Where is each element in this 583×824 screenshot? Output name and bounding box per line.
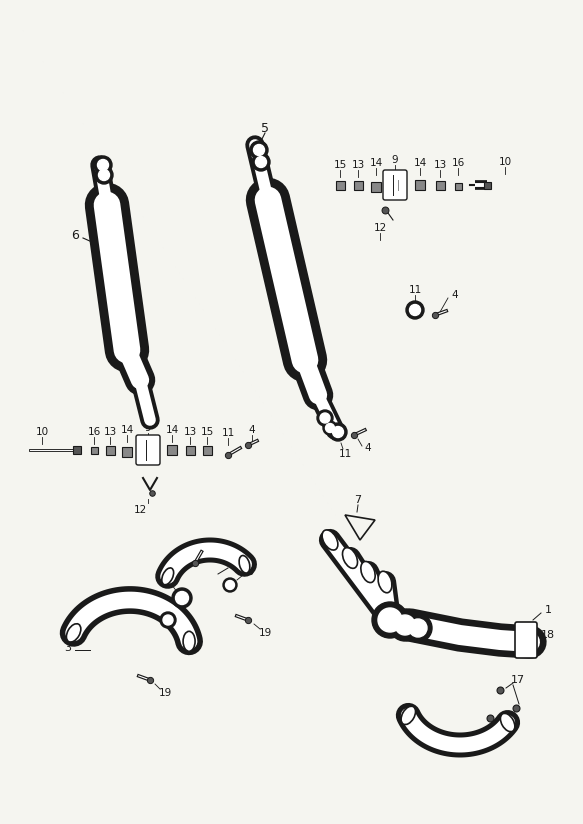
Text: 9: 9 bbox=[145, 423, 152, 433]
Circle shape bbox=[163, 615, 173, 625]
Bar bbox=[106, 446, 114, 455]
Ellipse shape bbox=[239, 555, 250, 573]
Bar bbox=[455, 182, 462, 190]
Text: 17: 17 bbox=[511, 675, 525, 685]
Circle shape bbox=[172, 588, 192, 608]
Circle shape bbox=[95, 166, 113, 184]
Ellipse shape bbox=[66, 624, 81, 642]
Bar bbox=[202, 446, 212, 455]
Circle shape bbox=[255, 157, 266, 167]
Text: 15: 15 bbox=[201, 427, 213, 437]
Text: 15: 15 bbox=[333, 160, 347, 170]
Text: 8: 8 bbox=[164, 577, 171, 587]
Text: 10: 10 bbox=[498, 157, 511, 167]
FancyBboxPatch shape bbox=[383, 170, 407, 200]
Bar bbox=[353, 180, 363, 190]
Ellipse shape bbox=[322, 530, 338, 550]
Ellipse shape bbox=[183, 631, 195, 651]
Circle shape bbox=[372, 602, 408, 638]
Circle shape bbox=[404, 614, 432, 642]
Text: 5: 5 bbox=[261, 121, 269, 134]
Text: 19: 19 bbox=[159, 688, 171, 698]
Text: 14: 14 bbox=[413, 158, 427, 168]
Text: 4: 4 bbox=[249, 425, 255, 435]
Text: 13: 13 bbox=[433, 160, 447, 170]
Ellipse shape bbox=[342, 548, 357, 569]
Circle shape bbox=[323, 421, 337, 435]
FancyBboxPatch shape bbox=[136, 435, 160, 465]
Circle shape bbox=[226, 580, 234, 589]
Text: 4: 4 bbox=[365, 443, 371, 453]
Ellipse shape bbox=[378, 571, 392, 592]
Text: 16: 16 bbox=[451, 158, 465, 168]
Ellipse shape bbox=[401, 706, 416, 724]
Circle shape bbox=[406, 301, 424, 319]
Text: 14: 14 bbox=[166, 425, 178, 435]
Text: 16: 16 bbox=[87, 427, 101, 437]
Circle shape bbox=[223, 578, 237, 592]
Ellipse shape bbox=[361, 561, 375, 583]
Text: 14: 14 bbox=[120, 425, 134, 435]
Text: 20: 20 bbox=[145, 603, 159, 613]
Text: 20: 20 bbox=[241, 567, 255, 577]
FancyBboxPatch shape bbox=[515, 622, 537, 658]
Circle shape bbox=[378, 608, 402, 632]
Text: 2: 2 bbox=[226, 558, 234, 568]
Text: 9: 9 bbox=[392, 155, 398, 165]
Text: 10: 10 bbox=[36, 427, 48, 437]
Circle shape bbox=[317, 410, 333, 426]
Text: 11: 11 bbox=[222, 428, 234, 438]
Bar bbox=[371, 182, 381, 192]
Bar bbox=[90, 447, 97, 453]
Circle shape bbox=[329, 423, 347, 441]
Circle shape bbox=[395, 615, 415, 635]
Text: 4: 4 bbox=[196, 544, 203, 554]
Text: 12: 12 bbox=[373, 223, 387, 233]
Bar bbox=[73, 446, 81, 454]
Bar bbox=[167, 445, 177, 455]
Circle shape bbox=[94, 156, 112, 174]
Text: 7: 7 bbox=[354, 495, 361, 505]
Circle shape bbox=[409, 619, 427, 637]
Circle shape bbox=[250, 141, 268, 159]
Text: 13: 13 bbox=[184, 427, 196, 437]
Circle shape bbox=[160, 612, 176, 628]
Text: 11: 11 bbox=[408, 285, 422, 295]
Text: 4: 4 bbox=[452, 290, 458, 300]
Circle shape bbox=[99, 170, 110, 180]
Text: 18: 18 bbox=[541, 630, 555, 640]
Circle shape bbox=[252, 153, 270, 171]
Bar bbox=[185, 446, 195, 455]
Bar bbox=[415, 180, 425, 190]
Text: 1: 1 bbox=[545, 605, 552, 615]
Bar bbox=[122, 447, 132, 457]
Bar bbox=[483, 181, 490, 189]
Circle shape bbox=[389, 609, 421, 641]
Bar bbox=[436, 180, 444, 190]
Text: 12: 12 bbox=[134, 505, 147, 515]
Text: 13: 13 bbox=[352, 160, 364, 170]
Circle shape bbox=[320, 413, 330, 423]
Circle shape bbox=[325, 424, 335, 433]
Circle shape bbox=[254, 144, 265, 156]
Text: 19: 19 bbox=[258, 628, 272, 638]
Circle shape bbox=[409, 305, 420, 316]
Circle shape bbox=[332, 427, 343, 438]
Circle shape bbox=[175, 592, 188, 605]
Ellipse shape bbox=[500, 714, 515, 732]
Text: 3: 3 bbox=[65, 643, 72, 653]
Circle shape bbox=[97, 160, 108, 171]
Text: 6: 6 bbox=[71, 228, 79, 241]
Text: 14: 14 bbox=[370, 158, 382, 168]
Ellipse shape bbox=[162, 568, 174, 585]
Text: 11: 11 bbox=[338, 449, 352, 459]
Bar bbox=[335, 180, 345, 190]
Text: 13: 13 bbox=[103, 427, 117, 437]
